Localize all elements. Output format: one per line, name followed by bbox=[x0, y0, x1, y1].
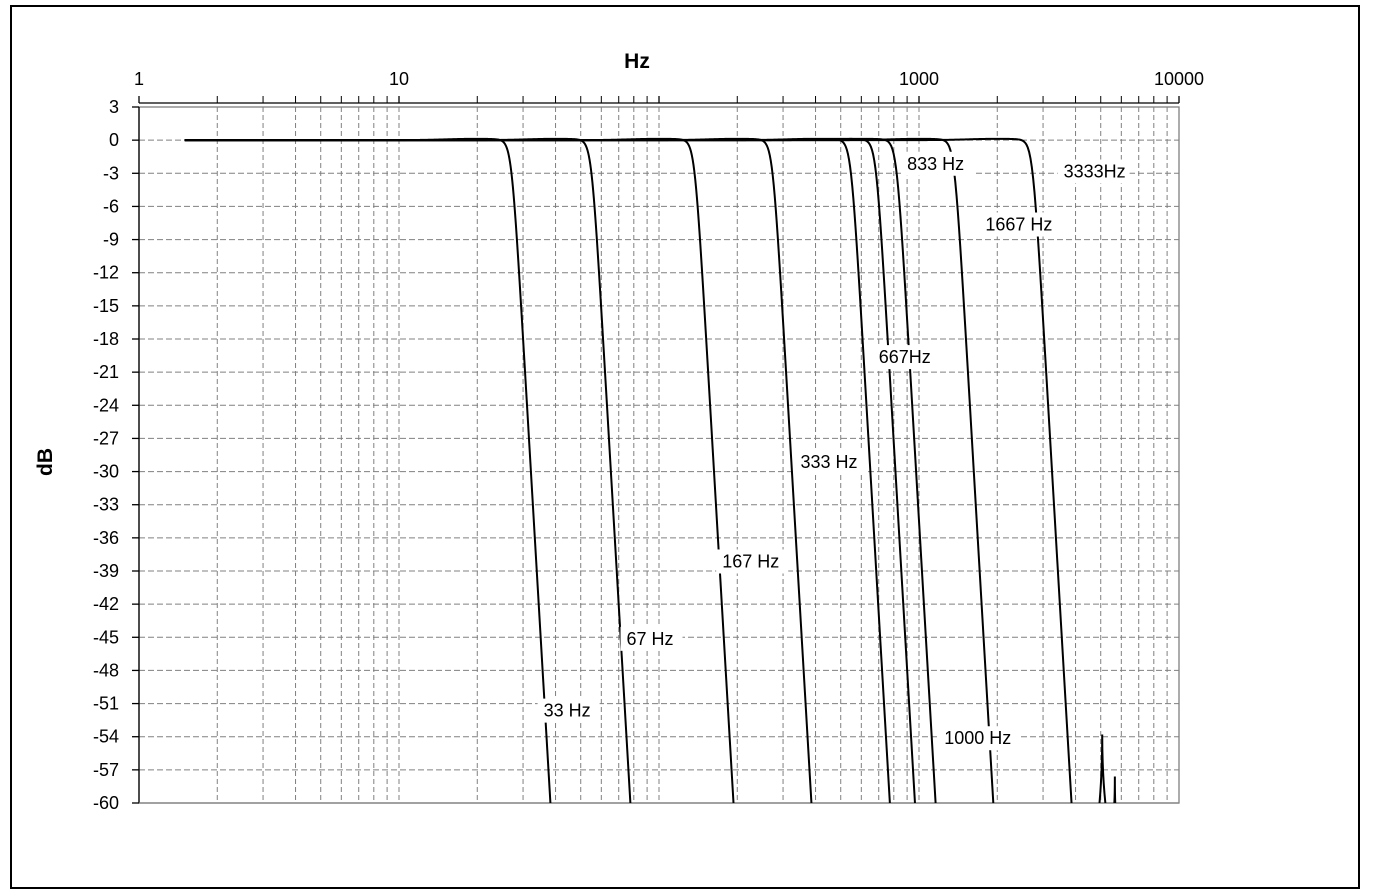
y-tick-label: 3 bbox=[109, 97, 119, 117]
series-label: 667Hz bbox=[879, 347, 931, 367]
series-label: 33 Hz bbox=[544, 701, 591, 721]
series-line bbox=[184, 137, 735, 803]
y-tick-label: -54 bbox=[93, 727, 119, 747]
axis-layer: 3 0 -3 -6 -9 -12 -15 -18 -21 -24 -27 -30 -33 -36 -39 -4… bbox=[93, 69, 1204, 813]
y-tick-label: -15 bbox=[93, 296, 119, 316]
series-label: 333 Hz bbox=[800, 452, 857, 472]
series-label-bg bbox=[716, 549, 789, 574]
y-tick-label: -57 bbox=[93, 760, 119, 780]
y-tick-label: -36 bbox=[93, 528, 119, 548]
series-line bbox=[184, 137, 632, 803]
series-label: 1000 Hz bbox=[944, 728, 1011, 748]
series-label-bg bbox=[938, 726, 1021, 751]
y-tick-label: -42 bbox=[93, 594, 119, 614]
series-label-bg bbox=[537, 698, 600, 723]
x-tick-label: 10000 bbox=[1154, 69, 1204, 89]
y-tick-label: -60 bbox=[93, 793, 119, 813]
y-tick-label: -18 bbox=[93, 329, 119, 349]
series-label: 167 Hz bbox=[722, 551, 779, 571]
label-layer: 33 Hz 67 Hz 167 Hz 333 Hz 667Hz 833 Hz 1000 Hz… bbox=[537, 151, 1130, 751]
x-tick-label: 10 bbox=[389, 69, 409, 89]
series-label-bg bbox=[979, 212, 1062, 237]
stopband-ripple bbox=[1098, 734, 1107, 803]
series-label-bg bbox=[1057, 159, 1130, 184]
series-line bbox=[184, 137, 995, 803]
series-label-bg bbox=[794, 450, 867, 475]
grid-layer bbox=[138, 106, 1180, 804]
series-label: 3333Hz bbox=[1064, 161, 1126, 181]
series-label: 1667 Hz bbox=[985, 215, 1052, 235]
series-label-bg bbox=[872, 345, 935, 370]
y-tick-label: -3 bbox=[103, 163, 119, 183]
y-tick-label: -48 bbox=[93, 660, 119, 680]
x-tick-label: 1000 bbox=[899, 69, 939, 89]
series-line bbox=[184, 137, 891, 803]
chart-frame bbox=[10, 5, 1360, 889]
y-tick-label: -21 bbox=[93, 362, 119, 382]
y-tick-label: -12 bbox=[93, 263, 119, 283]
y-tick-label: -51 bbox=[93, 694, 119, 714]
series-line bbox=[184, 137, 552, 803]
series-layer bbox=[184, 137, 1117, 803]
y-tick-label: -30 bbox=[93, 462, 119, 482]
series-label-bg bbox=[901, 151, 974, 176]
y-tick-label: -45 bbox=[93, 627, 119, 647]
series-line bbox=[184, 137, 813, 803]
series-label: 833 Hz bbox=[907, 154, 964, 174]
y-tick-label: -39 bbox=[93, 561, 119, 581]
stopband-ripple bbox=[1113, 776, 1117, 803]
y-tick-label: -27 bbox=[93, 428, 119, 448]
series-line bbox=[184, 137, 1073, 803]
y-tick-label: -6 bbox=[103, 196, 119, 216]
x-tick-label: 1 bbox=[134, 69, 144, 89]
x-axis-title: Hz bbox=[624, 50, 650, 73]
y-tick-label: -9 bbox=[103, 230, 119, 250]
series-line bbox=[184, 137, 937, 803]
y-tick-label: 0 bbox=[109, 130, 119, 150]
y-axis-title: dB bbox=[34, 448, 57, 476]
series-label-bg bbox=[620, 626, 683, 651]
y-tick-label: -33 bbox=[93, 495, 119, 515]
series-label: 67 Hz bbox=[627, 629, 674, 649]
y-tick-label: -24 bbox=[93, 395, 119, 415]
